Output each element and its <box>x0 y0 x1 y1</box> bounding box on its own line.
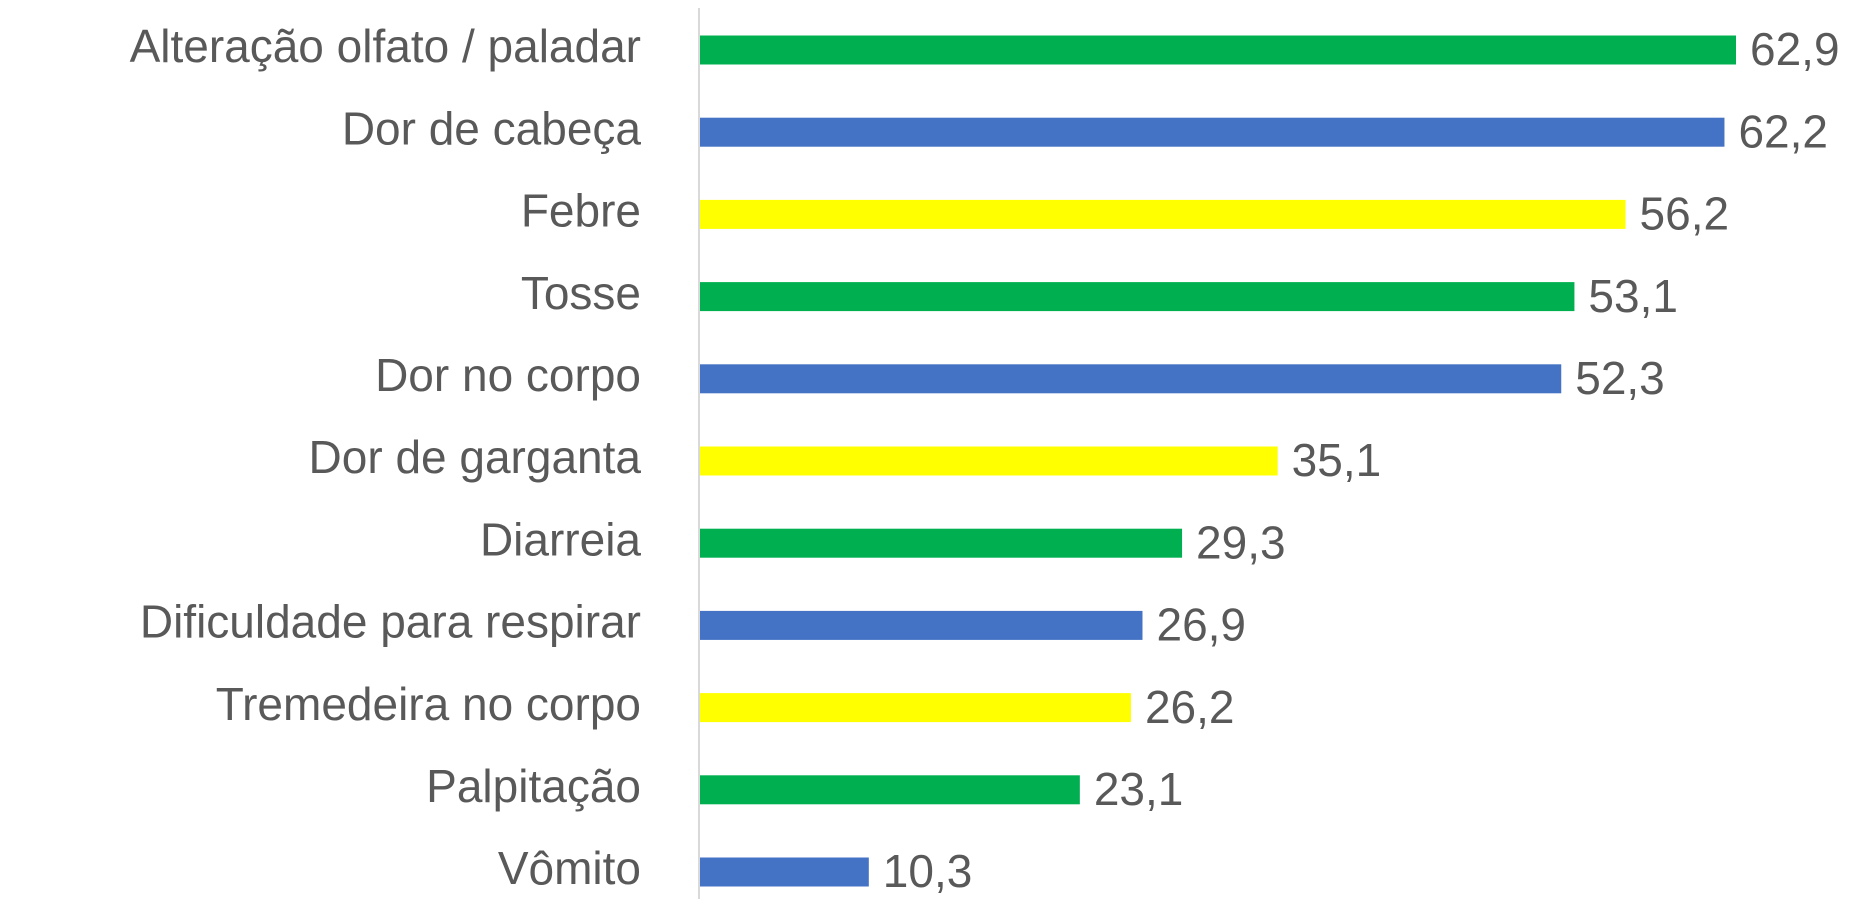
value-label: 23,1 <box>1094 763 1184 815</box>
category-label: Diarreia <box>480 513 641 565</box>
value-label: 29,3 <box>1196 516 1286 568</box>
category-label: Dor de cabeça <box>342 102 642 154</box>
value-label: 52,3 <box>1575 352 1665 404</box>
category-label: Dificuldade para respirar <box>140 596 641 648</box>
bar <box>700 117 1725 147</box>
category-label: Tremedeira no corpo <box>216 678 641 730</box>
bar <box>700 446 1278 476</box>
value-label: 53,1 <box>1588 270 1678 322</box>
bar <box>700 528 1183 558</box>
value-label: 10,3 <box>883 845 973 897</box>
bar <box>700 610 1143 640</box>
bar <box>700 775 1080 805</box>
value-label: 62,9 <box>1750 23 1840 75</box>
category-label: Alteração olfato / paladar <box>130 20 641 72</box>
category-label: Dor de garganta <box>309 431 642 483</box>
bar <box>700 364 1562 394</box>
bar <box>700 857 869 887</box>
category-label: Palpitação <box>426 760 641 812</box>
category-label: Dor no corpo <box>375 349 641 401</box>
value-label: 62,2 <box>1738 105 1828 157</box>
category-label: Febre <box>521 185 641 237</box>
value-label: 26,9 <box>1156 599 1246 651</box>
bar <box>700 35 1736 65</box>
bar <box>700 693 1131 723</box>
value-label: 26,2 <box>1145 681 1235 733</box>
bar <box>700 199 1626 229</box>
category-label: Tosse <box>521 267 641 319</box>
category-label: Vômito <box>498 842 641 894</box>
bar <box>700 282 1575 312</box>
value-label: 35,1 <box>1292 434 1382 486</box>
value-label: 56,2 <box>1640 188 1730 240</box>
